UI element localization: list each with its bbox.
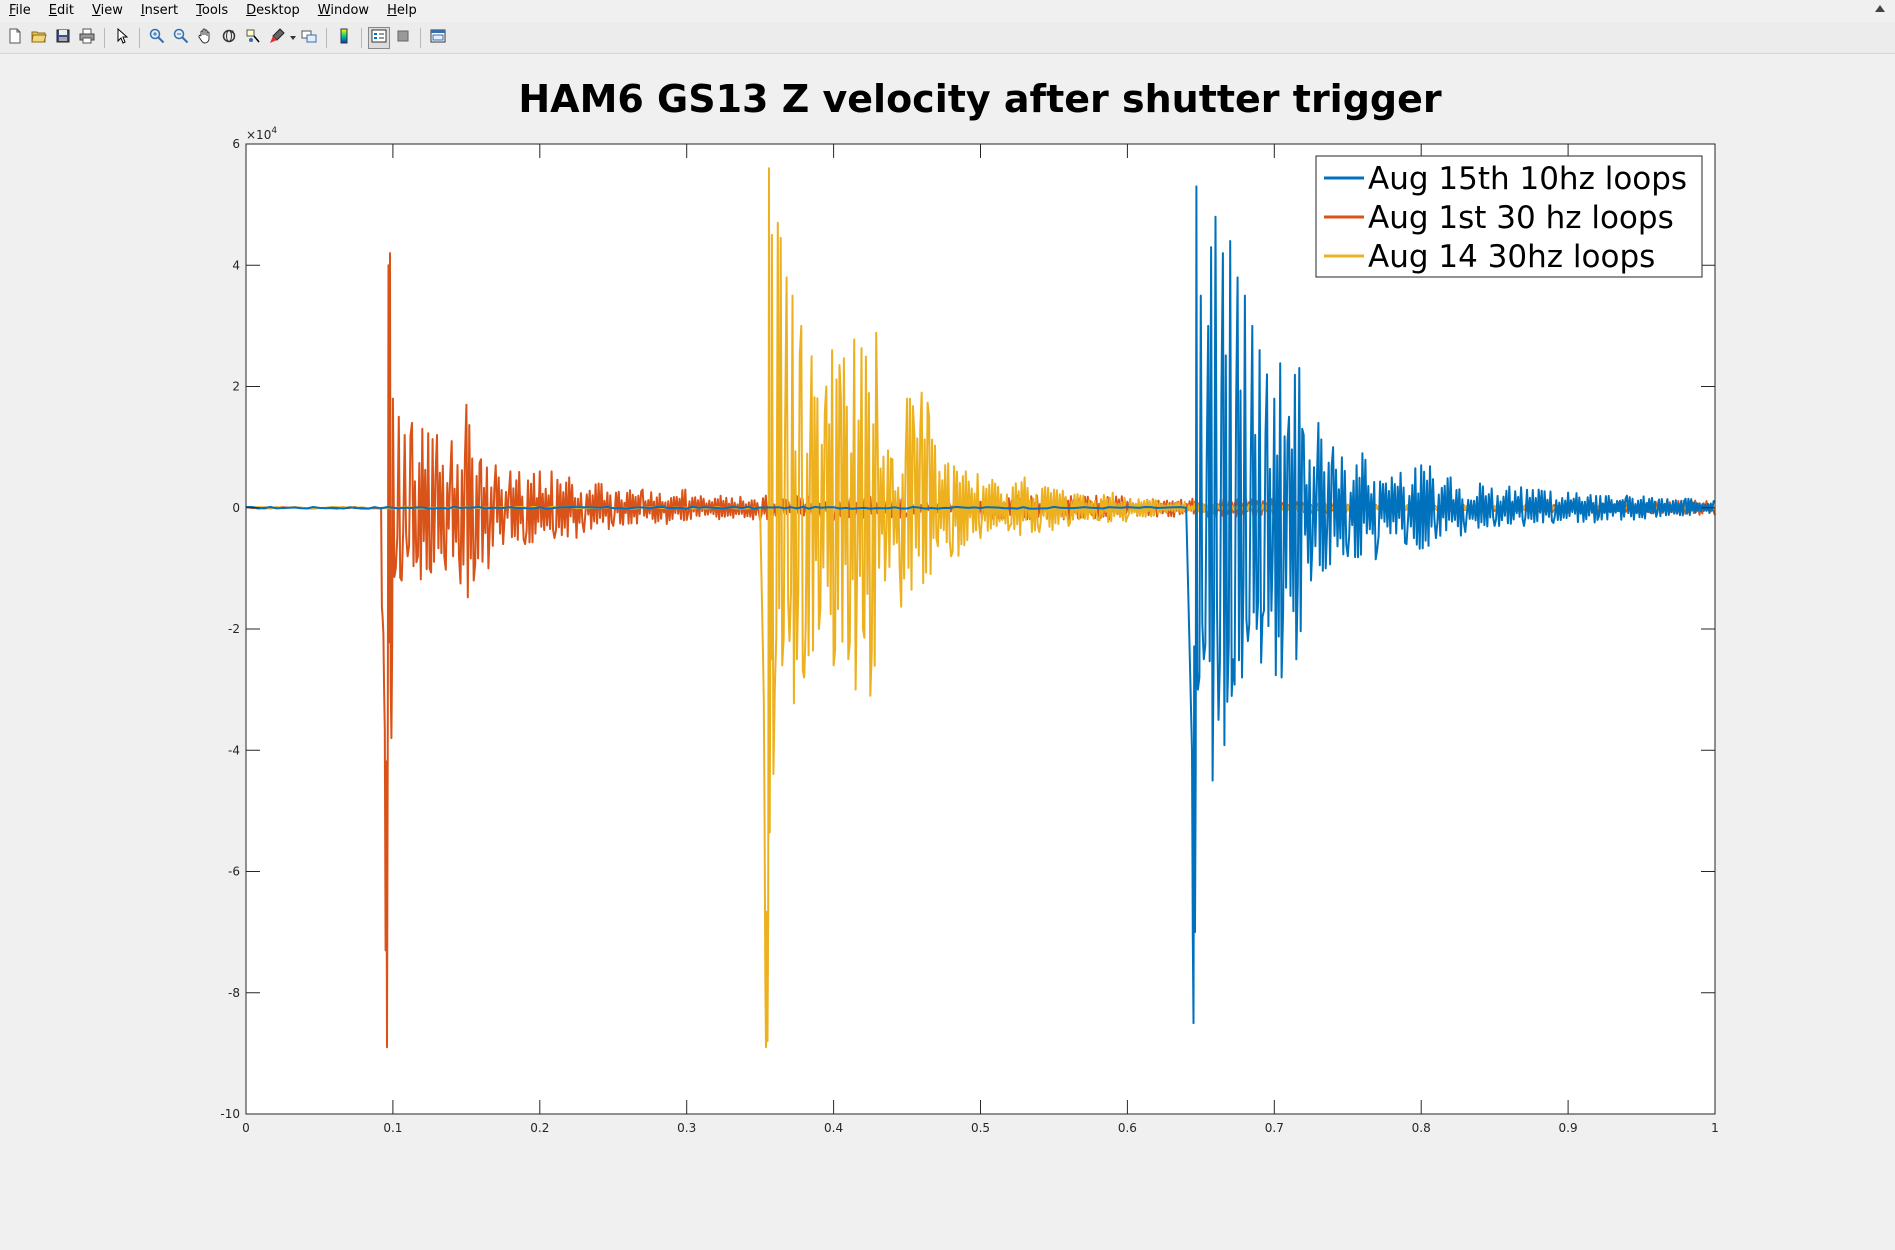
menu-label: ools	[201, 3, 229, 18]
toolbar-separator	[139, 27, 140, 48]
menu-view[interactable]: View	[83, 0, 132, 22]
data-cursor-icon	[245, 28, 261, 48]
legend-label: Aug 14 30hz loops	[1368, 239, 1655, 275]
open-file-button[interactable]	[28, 27, 50, 49]
toolbar-separator	[326, 27, 327, 48]
zoom-in-button[interactable]	[146, 27, 168, 49]
print-icon	[79, 28, 95, 48]
x-tick-label: 0.5	[971, 1121, 990, 1135]
x-tick-label: 0.8	[1412, 1121, 1431, 1135]
zoom-out-button[interactable]	[170, 27, 192, 49]
menu-label: esktop	[256, 3, 300, 18]
pointer-button[interactable]	[111, 27, 133, 49]
menu-help[interactable]: Help	[378, 0, 426, 22]
menu-mnemonic: T	[196, 3, 202, 18]
menu-label: indow	[330, 3, 370, 18]
toolbar-separator	[361, 27, 362, 48]
figure-toolbar	[0, 22, 1895, 54]
hide-plot-tools-button[interactable]	[392, 27, 414, 49]
x-tick-label: 1	[1711, 1121, 1719, 1135]
save-button[interactable]	[52, 27, 74, 49]
menu-label: nsert	[144, 3, 179, 18]
menu-mnemonic: H	[387, 3, 397, 18]
show-plot-tools-button[interactable]	[427, 27, 449, 49]
rotate-3d-icon	[221, 28, 237, 48]
link-plot-button[interactable]	[298, 27, 320, 49]
legend-icon	[371, 28, 387, 48]
pan-button[interactable]	[194, 27, 216, 49]
x-tick-label: 0.3	[677, 1121, 696, 1135]
show-plot-tools-icon	[430, 28, 446, 48]
link-plot-icon	[301, 28, 317, 48]
menu-insert[interactable]: Insert	[132, 0, 187, 22]
x-tick-label: 0.2	[530, 1121, 549, 1135]
x-tick-label: 0.9	[1559, 1121, 1578, 1135]
brush-button[interactable]	[266, 27, 288, 49]
menu-tools[interactable]: Tools	[187, 0, 237, 22]
y-tick-label: -2	[228, 622, 240, 636]
menu-mnemonic: I	[140, 3, 145, 18]
toolbar-separator	[104, 27, 105, 48]
y-tick-label: -4	[228, 743, 240, 757]
new-figure-button[interactable]	[4, 27, 26, 49]
y-tick-label: 6	[232, 137, 240, 151]
pan-icon	[197, 28, 213, 48]
chart-title: HAM6 GS13 Z velocity after shutter trigg…	[518, 77, 1442, 121]
menu-mnemonic: V	[91, 3, 101, 18]
menu-label: elp	[396, 3, 417, 18]
save-icon	[55, 28, 71, 48]
new-figure-icon	[7, 28, 23, 48]
menu-edit[interactable]: Edit	[40, 0, 83, 22]
colorbar-button[interactable]	[333, 27, 355, 49]
dropdown-arrow-icon[interactable]	[289, 27, 297, 49]
legend-box	[1315, 155, 1703, 278]
y-tick-label: 0	[232, 501, 240, 515]
y-tick-label: 2	[232, 380, 240, 394]
rotate-3d-button[interactable]	[218, 27, 240, 49]
menu-mnemonic: F	[9, 3, 16, 18]
brush-icon	[269, 27, 285, 48]
menu-label: dit	[57, 3, 74, 18]
x-tick-label: 0.6	[1118, 1121, 1137, 1135]
series-line-0	[246, 185, 1716, 1025]
legend-label: Aug 15th 10hz loops	[1368, 161, 1687, 197]
line-chart: HAM6 GS13 Z velocity after shutter trigg…	[220, 77, 1718, 1135]
ticks-layer: 0 0.1 0.2 0.3 0.4 0.5 0.6 0.7 0.8 0.9 1 -10 -8 -6 -4 -2…	[220, 137, 1718, 1135]
x-tick-label: 0.4	[824, 1121, 843, 1135]
menu-window[interactable]: Window	[309, 0, 378, 22]
y-tick-label: 4	[232, 258, 240, 272]
series-layer	[245, 167, 1716, 1049]
y-tick-label: -8	[228, 986, 240, 1000]
figure-canvas: HAM6 GS13 Z velocity after shutter trigg…	[0, 55, 1895, 1246]
toolbar-separator	[420, 27, 421, 48]
x-tick-label: 0.7	[1265, 1121, 1284, 1135]
data-cursor-button[interactable]	[242, 27, 264, 49]
y-tick-label: -10	[220, 1107, 240, 1121]
menu-label: iew	[100, 3, 123, 18]
zoom-in-icon	[149, 28, 165, 48]
menu-mnemonic: W	[317, 3, 331, 18]
menu-file[interactable]: File	[0, 0, 40, 22]
menu-desktop[interactable]: Desktop	[237, 0, 309, 22]
menu-label: ile	[15, 3, 31, 18]
hide-plot-tools-icon	[395, 28, 411, 48]
y-tick-label: -6	[228, 865, 240, 879]
print-button[interactable]	[76, 27, 98, 49]
menu-mnemonic: E	[48, 3, 57, 18]
legend-button[interactable]	[368, 26, 390, 49]
open-file-icon	[31, 28, 47, 48]
x-tick-label: 0	[242, 1121, 250, 1135]
collapse-arrow-icon[interactable]	[1875, 5, 1885, 12]
x-tick-label: 0.1	[383, 1121, 402, 1135]
legend-label: Aug 1st 30 hz loops	[1368, 200, 1674, 236]
colorbar-icon	[336, 28, 352, 48]
menu-mnemonic: D	[246, 3, 257, 18]
plot-area	[246, 144, 1715, 1114]
menu-bar: File Edit View Insert Tools Desktop Window Help	[0, 0, 1895, 22]
pointer-icon	[114, 27, 130, 48]
zoom-out-icon	[173, 28, 189, 48]
y-exponent-label: ×104	[246, 126, 277, 142]
